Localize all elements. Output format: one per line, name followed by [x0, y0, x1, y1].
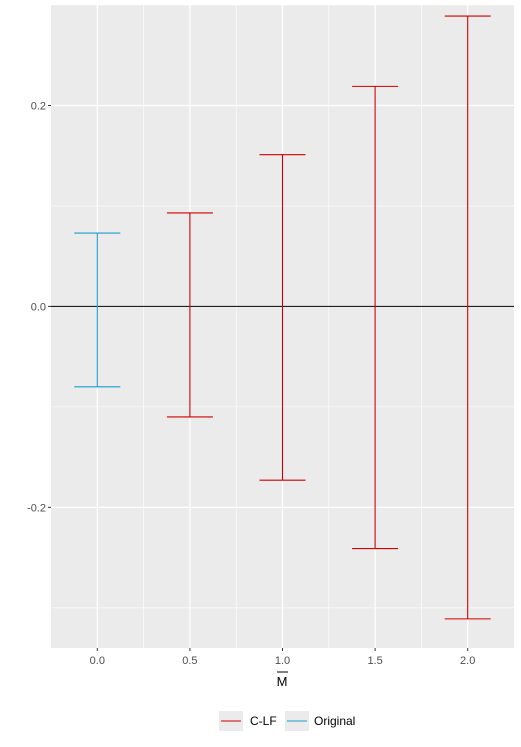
errorbar-c-lf-0.5 [166, 212, 213, 418]
legend-label: C-LF [250, 714, 277, 728]
x-tick-label: 1.0 [275, 655, 290, 667]
error-bars [74, 15, 491, 620]
legend-label: Original [314, 714, 355, 728]
y-tick-label: 0.2 [31, 100, 46, 112]
errorbar-c-lf-1.5 [352, 85, 399, 550]
x-axis: 0.0 0.5 1.0 1.5 2.0 [90, 648, 475, 667]
x-tick-label: 2.0 [460, 655, 475, 667]
errorbar-c-lf-1 [259, 154, 306, 481]
legend-item-original: Original [285, 711, 355, 731]
y-tick-label: -0.2 [27, 502, 46, 514]
legend-item-c-lf: C-LF [219, 711, 277, 731]
x-tick-label: 0.5 [182, 655, 197, 667]
x-axis-title: M [277, 674, 288, 689]
x-tick-label: 0.0 [90, 655, 105, 667]
x-tick-label: 1.5 [367, 655, 382, 667]
legend: C-LF Original [219, 711, 355, 731]
y-tick-label: 0.0 [31, 301, 46, 313]
errorbar-original-0 [74, 232, 121, 388]
y-axis: -0.2 0.0 0.2 [27, 100, 51, 514]
errorbar-c-lf-2 [444, 15, 491, 620]
x-axis-title-group: M [277, 671, 288, 689]
